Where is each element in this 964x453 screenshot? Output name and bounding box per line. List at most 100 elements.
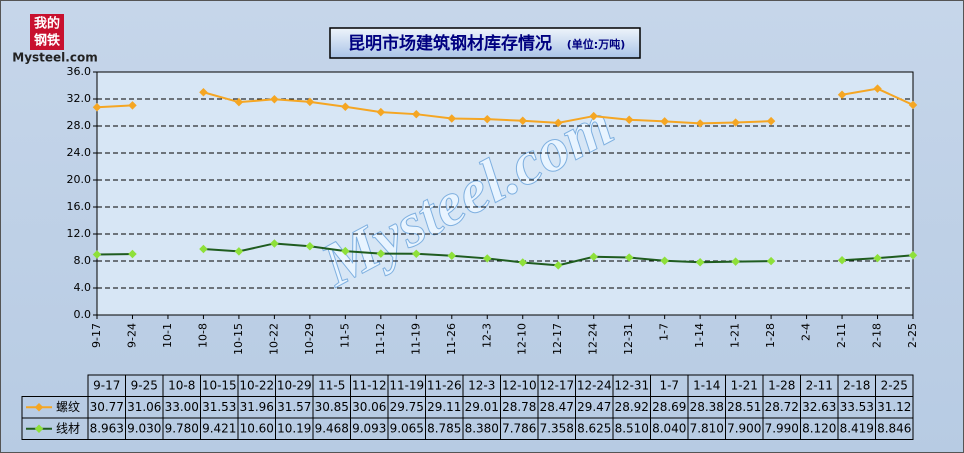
table-value: 29.01	[465, 400, 499, 414]
table-header: 1-28	[768, 378, 795, 392]
table-value: 7.990	[765, 421, 799, 435]
y-tick-label: 36.0	[67, 65, 92, 78]
marker	[660, 256, 669, 265]
table-header: 2-25	[881, 378, 908, 392]
table-value: 32.63	[802, 400, 836, 414]
marker	[270, 95, 279, 104]
legend-marker	[34, 403, 44, 412]
table-value: 8.419	[840, 421, 874, 435]
table-header: 11-26	[427, 378, 462, 392]
table-header: 2-11	[806, 378, 833, 392]
table-value: 31.96	[240, 400, 274, 414]
marker	[199, 88, 208, 97]
table-header: 11-12	[352, 378, 387, 392]
x-tick-label: 12-10	[516, 323, 529, 355]
legend-label: 线材	[56, 421, 80, 435]
x-tick-label: 1-28	[764, 323, 777, 348]
x-tick-label: 12-17	[551, 323, 564, 355]
table-value: 9.093	[352, 421, 386, 435]
x-tick-label: 10-8	[196, 323, 209, 348]
table-value: 28.78	[502, 400, 536, 414]
table-value: 9.421	[202, 421, 236, 435]
y-tick-label: 24.0	[67, 146, 92, 159]
marker	[234, 247, 244, 256]
table-header: 10-8	[168, 378, 195, 392]
y-tick-label: 4.0	[74, 281, 92, 294]
x-tick-label: 12-3	[480, 323, 493, 348]
x-tick-label: 2-18	[871, 323, 884, 348]
table-header: 1-7	[659, 378, 679, 392]
table-header: 10-22	[239, 378, 274, 392]
table-value: 29.11	[427, 400, 461, 414]
marker	[731, 257, 740, 266]
marker	[553, 261, 563, 270]
x-tick-label: 2-11	[835, 323, 848, 348]
chart-title: 昆明市场建筑钢材库存情况	[348, 33, 552, 54]
table-value: 28.38	[690, 400, 724, 414]
logo-text: 我的	[34, 16, 60, 32]
logo-box	[30, 14, 64, 50]
table-value: 7.786	[502, 421, 536, 435]
table-header: 10-29	[277, 378, 312, 392]
table-value: 28.47	[540, 400, 574, 414]
marker	[234, 97, 244, 107]
table-value: 28.92	[615, 400, 649, 414]
table-header: 2-18	[843, 378, 870, 392]
table-value: 31.06	[127, 400, 161, 414]
plot-area	[96, 71, 914, 316]
marker	[695, 258, 705, 267]
marker	[412, 109, 421, 119]
x-tick-label: 10-29	[303, 323, 316, 355]
x-tick-label: 1-14	[693, 323, 706, 348]
table-header: 12-17	[539, 378, 574, 392]
y-tick-label: 20.0	[67, 173, 92, 186]
table-header: 12-24	[577, 378, 612, 392]
y-tick-label: 16.0	[67, 200, 92, 213]
table-header: 10-15	[202, 378, 237, 392]
table-header: 11-5	[318, 378, 345, 392]
chart-subtitle: (单位:万吨)	[567, 37, 625, 51]
table-header: 11-19	[389, 378, 424, 392]
x-tick-label: 1-7	[658, 323, 671, 341]
marker	[92, 250, 102, 259]
x-tick-label: 2-25	[906, 323, 919, 348]
table-value: 8.120	[802, 421, 836, 435]
x-tick-label: 11-26	[445, 323, 458, 355]
table-header: 9-25	[131, 378, 158, 392]
y-tick-label: 0.0	[74, 308, 92, 321]
marker	[376, 249, 386, 258]
table-value: 7.900	[727, 421, 761, 435]
table-header: 1-21	[731, 378, 758, 392]
table-value: 9.030	[127, 421, 161, 435]
marker	[766, 256, 776, 266]
x-tick-label: 12-24	[587, 323, 600, 355]
x-tick-label: 10-22	[267, 323, 280, 355]
marker	[270, 239, 279, 248]
table-header: 12-3	[468, 378, 495, 392]
x-tick-label: 11-19	[409, 323, 422, 355]
marker	[305, 241, 315, 251]
x-tick-label: 9-24	[125, 323, 138, 348]
x-tick-label: 10-1	[161, 323, 174, 348]
x-tick-label: 11-12	[374, 323, 387, 355]
table-value: 8.963	[90, 421, 124, 435]
table-header: 12-31	[614, 378, 649, 392]
y-tick-label: 28.0	[67, 119, 92, 132]
table-value: 33.53	[840, 400, 874, 414]
x-tick-label: 11-5	[338, 323, 351, 348]
logo-text: 钢铁	[34, 33, 60, 49]
table-header: 1-14	[693, 378, 720, 392]
table-value: 31.12	[877, 400, 911, 414]
table-value: 7.810	[690, 421, 724, 435]
table-value: 8.510	[615, 421, 649, 435]
marker	[447, 114, 457, 123]
x-tick-label: 9-17	[90, 323, 103, 348]
table-value: 9.468	[315, 421, 349, 435]
title-box	[329, 27, 641, 59]
table-value: 9.780	[165, 421, 199, 435]
table-value: 28.69	[652, 400, 686, 414]
marker	[873, 253, 882, 263]
marker	[837, 255, 847, 265]
table-header: 9-17	[93, 378, 120, 392]
table-value: 33.00	[165, 400, 199, 414]
